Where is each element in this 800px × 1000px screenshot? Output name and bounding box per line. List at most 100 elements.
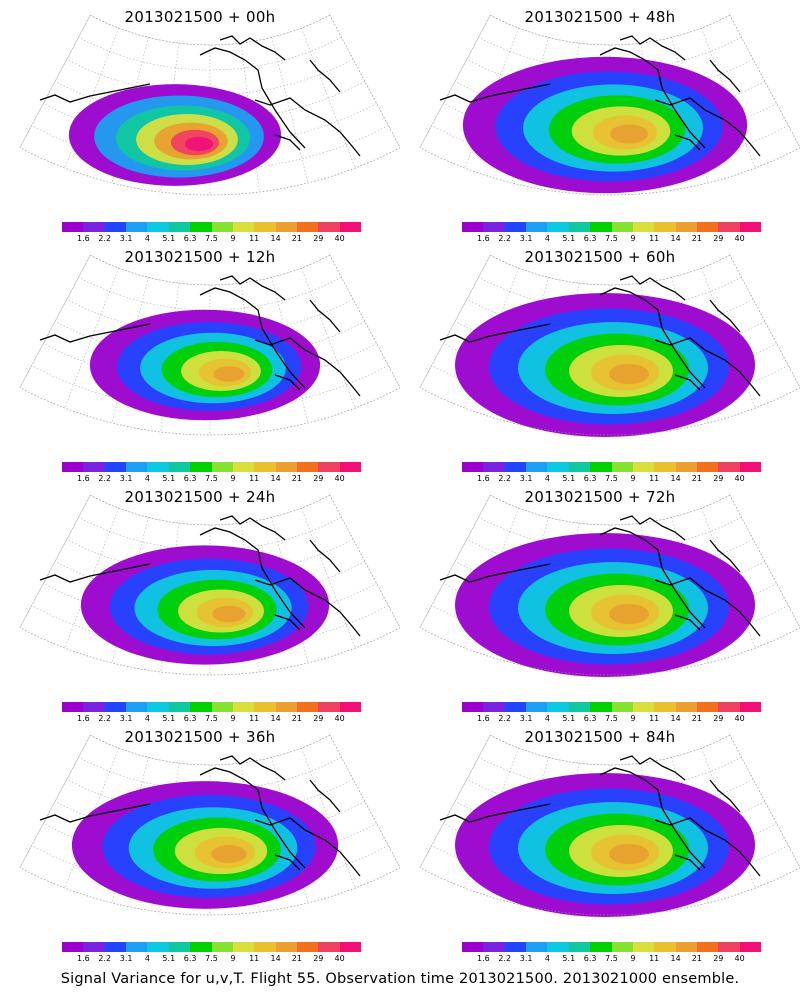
coastline: [599, 527, 706, 629]
longitude-line: [240, 43, 260, 193]
panel-title: 2013021500 + 84h: [524, 728, 676, 746]
coastline: [199, 287, 306, 389]
colorbar-tick-label: 6.3: [583, 234, 597, 243]
colorbar-tick-label: 9: [230, 714, 236, 723]
colorbar-swatch: [526, 942, 548, 952]
coastline: [439, 803, 551, 823]
coastline: [309, 779, 341, 813]
longitude-line: [271, 277, 309, 424]
map-panel-60h: 2013021500 + 60h 1.6 2.2 3.1 4 5.1 6.3 7.5 9 11 1…: [400, 240, 800, 483]
colorbar-tick-label: 6.3: [183, 954, 197, 963]
latitude-line: [78, 516, 342, 551]
variance-contour: [609, 604, 649, 624]
colorbar-tick-label: 6.3: [183, 474, 197, 483]
longitude-line: [671, 37, 709, 184]
latitude-line: [90, 734, 330, 766]
colorbar-swatch: [147, 222, 169, 232]
colorbar-swatch: [211, 702, 233, 712]
colorbar-swatch: [211, 462, 233, 472]
colorbar-swatch: [462, 942, 484, 952]
colorbar-tick-label: 14: [670, 234, 681, 243]
colorbar-swatch: [62, 942, 84, 952]
colorbar-tick-label: 5.1: [162, 474, 176, 483]
map-plot: [19, 254, 400, 436]
colorbar-tick-label: 40: [734, 714, 745, 723]
coastline: [654, 97, 761, 157]
colorbar-swatch: [718, 702, 740, 712]
colorbar-swatch: [590, 462, 612, 472]
longitude-line: [64, 27, 119, 169]
colorbar-swatch: [654, 222, 676, 232]
map-frame: [419, 14, 800, 196]
colorbar-swatch: [126, 222, 148, 232]
colorbar-tick-label: 40: [334, 714, 345, 723]
coastline: [599, 287, 706, 389]
coastline: [619, 35, 686, 61]
longitude-line: [19, 734, 91, 868]
colorbar-tick-label: 40: [734, 234, 745, 243]
colorbar-swatch: [590, 942, 612, 952]
colorbar-swatch: [739, 702, 762, 712]
colorbar-tick-label: 29: [313, 954, 324, 963]
colorbar-tick-label: 5.1: [562, 234, 576, 243]
colorbar-swatch: [104, 942, 127, 952]
colorbar-labels: 1.6 2.2 3.1 4 5.1 6.3 7.5 9 11 14 21 29 40: [462, 954, 761, 964]
longitude-line: [419, 494, 491, 628]
colorbar-swatch: [318, 942, 340, 952]
colorbar-tick-label: 3.1: [119, 234, 133, 243]
colorbar-tick-label: 40: [734, 954, 745, 963]
longitude-line: [19, 494, 91, 628]
colorbar-tick-label: 6.3: [583, 954, 597, 963]
colorbar-swatch: [296, 702, 319, 712]
colorbar: [462, 942, 762, 952]
map-frame: [419, 734, 800, 916]
colorbar-swatch: [339, 702, 362, 712]
coastline: [439, 323, 551, 343]
coastline: [254, 577, 361, 637]
colorbar-swatch: [211, 222, 233, 232]
map-panel-84h: 2013021500 + 84h 1.6 2.2 3.1 4 5.1 6.3 7.5 9 11 1…: [400, 720, 800, 964]
colorbar-tick-label: 4: [144, 954, 150, 963]
colorbar-tick-label: 14: [270, 714, 281, 723]
latitude-line: [490, 14, 730, 46]
coastline: [654, 577, 761, 637]
colorbar-swatch: [590, 222, 612, 232]
colorbar-tick-label: 1.6: [77, 714, 90, 723]
colorbar-swatch: [696, 462, 719, 472]
longitude-line: [240, 523, 260, 673]
colorbar-tick-label: 14: [670, 474, 681, 483]
colorbar-swatch: [126, 942, 148, 952]
colorbar-swatch: [147, 462, 169, 472]
colorbar-tick-label: 3.1: [119, 954, 133, 963]
longitude-line: [671, 517, 709, 664]
colorbar-swatch: [254, 222, 276, 232]
colorbar-swatch: [504, 942, 527, 952]
colorbar-swatch: [126, 462, 148, 472]
colorbar-tick-label: 29: [713, 954, 724, 963]
colorbar-swatch: [339, 462, 362, 472]
colorbar-tick-label: 9: [230, 474, 236, 483]
colorbar-tick-label: 14: [270, 954, 281, 963]
colorbar-tick-label: 7.5: [205, 954, 218, 963]
coastline: [219, 755, 286, 781]
colorbar-swatch: [632, 942, 655, 952]
colorbar-swatch: [83, 942, 105, 952]
colorbar-tick-label: 21: [291, 474, 302, 483]
colorbar-tick-label: 40: [334, 954, 345, 963]
colorbar-tick-label: 11: [649, 714, 660, 723]
coastline: [709, 59, 741, 93]
longitude-line: [301, 747, 356, 889]
colorbar-tick-label: 7.5: [205, 234, 218, 243]
colorbar-swatch: [339, 942, 362, 952]
colorbar-tick-label: 11: [249, 234, 260, 243]
colorbar-tick-label: 40: [334, 474, 345, 483]
colorbar-swatch: [275, 222, 297, 232]
longitude-line: [419, 254, 491, 388]
colorbar-tick-label: 9: [230, 234, 236, 243]
panel-title: 2013021500 + 12h: [124, 248, 276, 266]
map-plot: [19, 14, 400, 196]
colorbar-tick-label: 2.2: [98, 954, 112, 963]
map-content: [419, 734, 800, 917]
colorbar-tick-label: 9: [230, 954, 236, 963]
colorbar-swatch: [296, 222, 319, 232]
